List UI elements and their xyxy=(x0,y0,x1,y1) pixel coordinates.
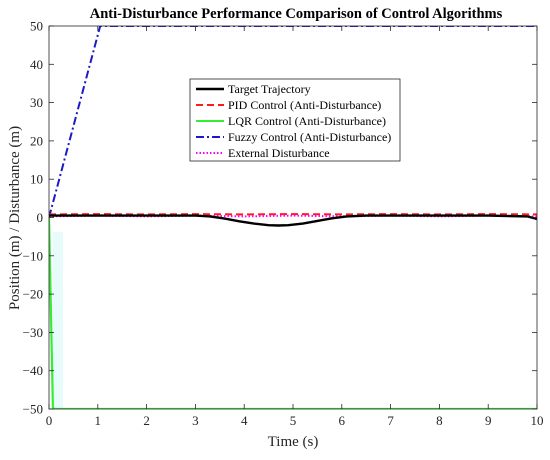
x-tick-label: 6 xyxy=(339,413,346,428)
x-tick-label: 8 xyxy=(436,413,443,428)
y-axis-label: Position (m) / Disturbance (m) xyxy=(7,126,23,310)
y-tick-label: −20 xyxy=(23,287,43,302)
y-tick-label: 40 xyxy=(30,57,43,72)
y-tick-label: 30 xyxy=(30,95,43,110)
x-tick-label: 4 xyxy=(241,413,248,428)
legend-label-4: Fuzzy Control (Anti-Disturbance) xyxy=(228,130,391,144)
x-axis: 0 1 2 3 4 5 6 7 8 9 10 xyxy=(46,26,544,428)
y-axis: −50 −40 −30 −20 −10 0 10 20 30 40 50 xyxy=(23,19,537,417)
y-tick-label: 20 xyxy=(30,133,43,148)
chart-title: Anti-Disturbance Performance Comparison … xyxy=(90,6,503,22)
x-tick-label: 7 xyxy=(387,413,394,428)
y-tick-label: 50 xyxy=(30,19,43,34)
y-tick-label: 0 xyxy=(37,210,44,225)
legend-box xyxy=(189,78,401,162)
legend: Target Trajectory PID Control (Anti-Distu… xyxy=(189,78,401,162)
x-tick-label: 10 xyxy=(531,413,544,428)
legend-label-3: LQR Control (Anti-Disturbance) xyxy=(228,114,386,128)
y-tick-label: −50 xyxy=(23,402,43,417)
x-tick-label: 9 xyxy=(485,413,492,428)
x-tick-label: 2 xyxy=(143,413,150,428)
x-tick-label: 0 xyxy=(46,413,53,428)
y-tick-label: −10 xyxy=(23,248,43,263)
y-tick-label: −40 xyxy=(23,363,43,378)
x-axis-label: Time (s) xyxy=(268,434,319,450)
y-tick-label: −30 xyxy=(23,325,43,340)
series-line-1 xyxy=(49,214,537,227)
x-tick-label: 3 xyxy=(192,413,199,428)
x-tick-label: 5 xyxy=(290,413,297,428)
legend-label-5: External Disturbance xyxy=(228,146,330,160)
legend-label-2: PID Control (Anti-Disturbance) xyxy=(228,98,381,112)
disturbance-shading xyxy=(53,232,63,409)
x-tick-label: 1 xyxy=(95,413,102,428)
legend-label-1: Target Trajectory xyxy=(228,82,311,96)
series-layer xyxy=(49,26,537,409)
y-tick-label: 10 xyxy=(30,172,43,187)
